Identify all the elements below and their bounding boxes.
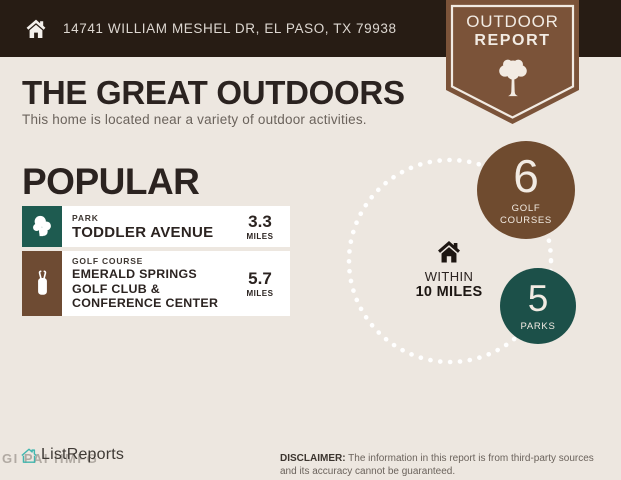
page-subtitle: This home is located near a variety of o… (22, 112, 367, 127)
list-item-text: PARK TODDLER AVENUE (62, 206, 234, 247)
listreports-wordmark: ListReports (41, 446, 125, 463)
disclaimer: DISCLAIMER: The information in this repo… (280, 452, 608, 478)
place-name: TODDLER AVENUE (72, 223, 214, 241)
badge-title-line1: OUTDOOR (466, 12, 559, 31)
popular-list: PARK TODDLER AVENUE 3.3 MILES GOLF COU (22, 206, 290, 316)
golf-courses-label: GOLF COURSES (500, 203, 552, 226)
within-label: WITHIN (424, 269, 474, 284)
golf-bag-icon (37, 270, 47, 295)
page-title: THE GREAT OUTDOORS (22, 74, 405, 111)
listreports-logo: ListReports (20, 446, 124, 464)
house-logo-icon (21, 448, 37, 463)
golf-courses-count: 6 (513, 150, 539, 203)
distance-block: 5.7 MILES (234, 251, 290, 316)
miles-label: 10 MILES (415, 284, 483, 300)
park-tree-icon (32, 215, 51, 237)
property-address: 14741 WILLIAM MESHEL DR, EL PASO, TX 799… (63, 21, 397, 36)
list-item-golf-course: GOLF COURSE EMERALD SPRINGS GOLF CLUB & … (22, 251, 290, 316)
parks-count: 5 (527, 277, 549, 319)
list-item-park: PARK TODDLER AVENUE 3.3 MILES (22, 206, 290, 247)
parks-bubble: 5 PARKS (500, 268, 576, 344)
tree-icon (498, 59, 527, 97)
distance-block: 3.3 MILES (234, 206, 290, 247)
distance-unit: MILES (246, 288, 274, 298)
category-label: PARK (72, 212, 99, 223)
distance-value: 3.3 (248, 212, 272, 231)
parks-label: PARKS (520, 320, 556, 332)
category-label: GOLF COURSE (72, 256, 144, 266)
outdoor-report-badge: OUTDOOR REPORT (446, 0, 579, 127)
place-name: EMERALD SPRINGS GOLF CLUB & CONFERENCE C… (72, 267, 219, 311)
radius-dotted-circle (346, 157, 554, 365)
list-item-text: GOLF COURSE EMERALD SPRINGS GOLF CLUB & … (62, 251, 234, 316)
golf-icon-tile (22, 251, 62, 316)
popular-heading: POPULAR (22, 161, 200, 202)
distance-unit: MILES (246, 232, 274, 241)
distance-value: 5.7 (248, 268, 272, 288)
home-icon (438, 241, 460, 263)
radius-center: WITHIN 10 MILES (402, 238, 496, 300)
home-icon (26, 19, 46, 38)
badge-title-line2: REPORT (474, 32, 551, 49)
disclaimer-text: The information in this report is from t… (280, 453, 594, 477)
golf-courses-bubble: 6 GOLF COURSES (477, 141, 575, 239)
disclaimer-label: DISCLAIMER: (280, 453, 346, 464)
park-icon-tile (22, 206, 62, 247)
